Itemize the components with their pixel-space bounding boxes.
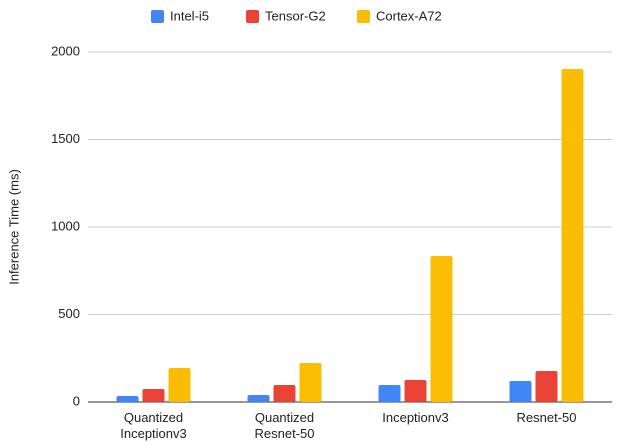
bar	[168, 368, 191, 402]
bar	[509, 381, 532, 402]
bar	[116, 396, 139, 402]
bar	[404, 379, 427, 402]
legend-label: Cortex-A72	[376, 8, 442, 23]
x-tick-label: Resnet-50	[516, 410, 577, 425]
x-tick-label: Quantized Resnet-50	[254, 410, 315, 441]
x-tick-label: Inceptionv3	[382, 410, 449, 425]
bar	[430, 256, 453, 402]
legend-swatch	[357, 10, 370, 23]
bar	[378, 385, 401, 402]
y-axis-label: Inference Time (ms)	[6, 169, 21, 285]
y-tick-label: 500	[58, 306, 80, 321]
bar	[142, 389, 165, 402]
x-tick-label: Quantized Inceptionv3	[120, 410, 187, 441]
legend-label: Intel-i5	[170, 8, 209, 23]
bar	[299, 362, 322, 402]
legend-swatch	[246, 10, 259, 23]
bar	[247, 395, 270, 402]
y-tick-label: 0	[73, 393, 80, 408]
y-tick-label: 1500	[51, 131, 80, 146]
y-tick-label: 2000	[51, 43, 80, 58]
bar	[561, 68, 584, 402]
bar	[273, 385, 296, 402]
y-tick-label: 1000	[51, 218, 80, 233]
legend-label: Tensor-G2	[265, 8, 326, 23]
legend-swatch	[151, 10, 164, 23]
bar	[535, 371, 558, 402]
